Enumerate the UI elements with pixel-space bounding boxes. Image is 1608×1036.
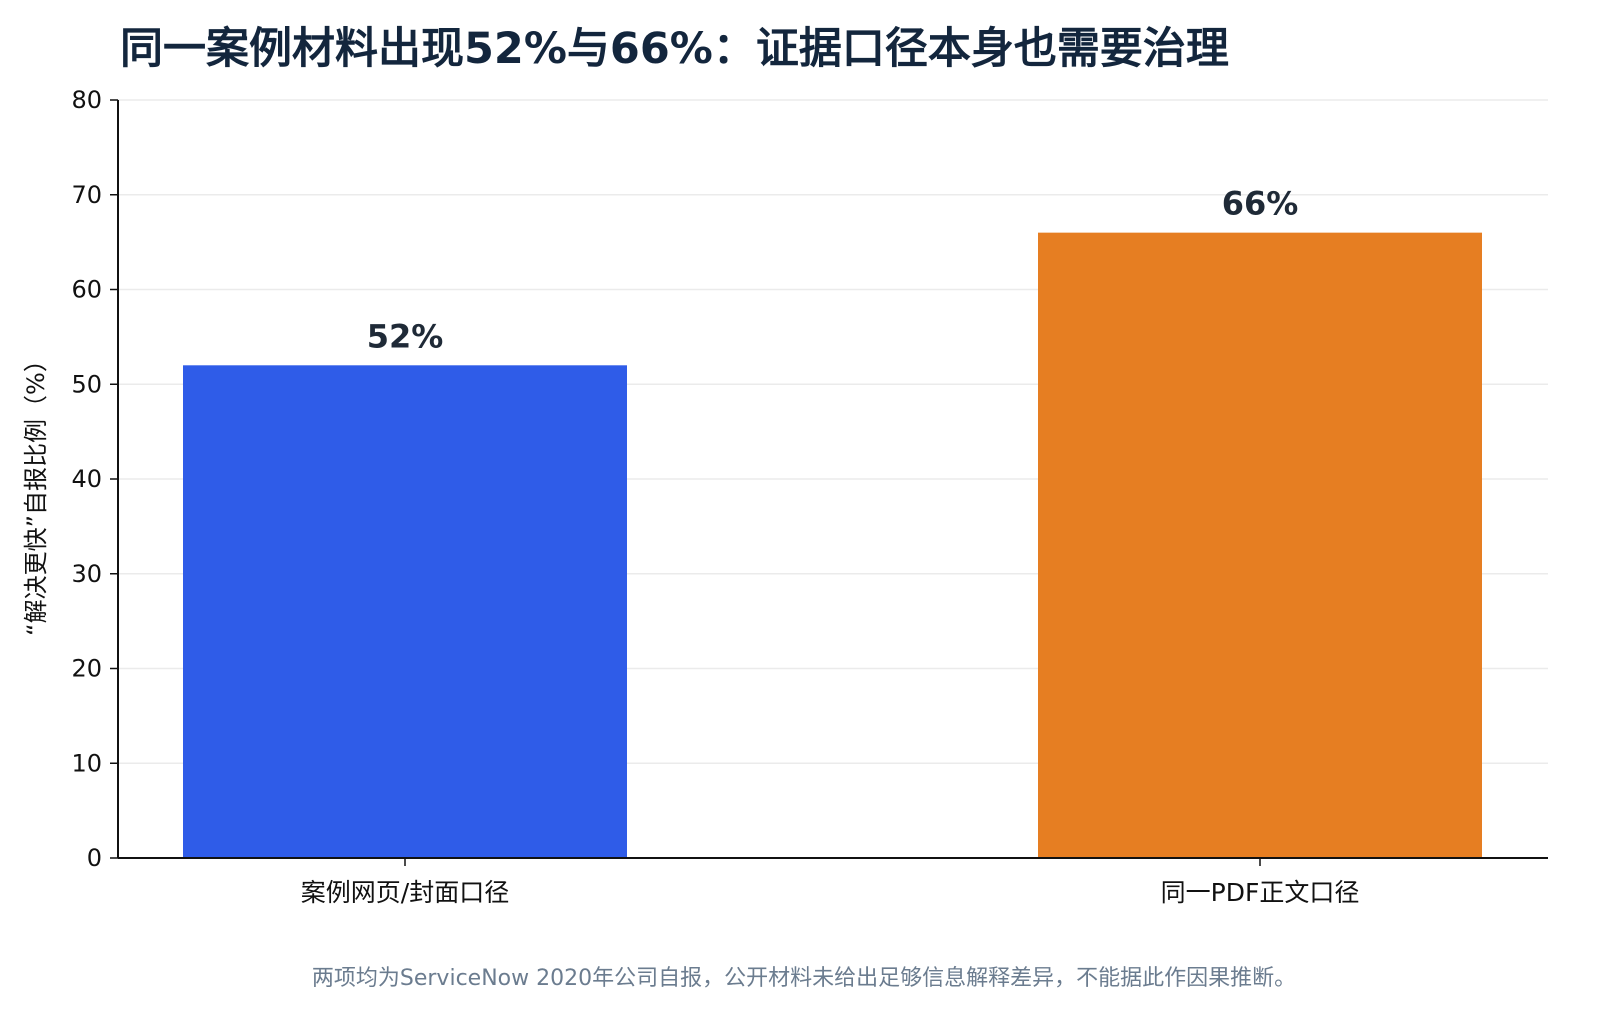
y-tick-label: 40 [71,465,102,493]
bar-chart: 0 10 20 30 40 50 60 70 80 案例网页/封面口径 同一PDF正文口径 52%… [22,86,1548,907]
bar [183,365,627,858]
bar [1038,232,1482,858]
y-tick-label: 60 [71,276,102,304]
y-tick-label: 80 [71,86,102,114]
y-tick-label: 0 [87,844,102,872]
x-tick-label: 同一PDF正文口径 [1161,878,1360,907]
value-labels: 52% 66% [367,185,1299,356]
y-axis-label: “解决更快”自报比例（%） [22,348,50,636]
bar-value-label: 66% [1222,185,1299,223]
y-tick-label: 10 [71,749,102,777]
x-ticks: 案例网页/封面口径 同一PDF正文口径 [301,858,1360,907]
y-tick-label: 50 [71,370,102,398]
footnote: 两项均为ServiceNow 2020年公司自报，公开材料未给出足够信息解释差异… [311,966,1297,991]
bar-value-label: 52% [367,317,444,355]
y-tick-label: 70 [71,181,102,209]
chart-title: 同一案例材料出现52%与66%：证据口径本身也需要治理 [120,24,1229,74]
y-tick-label: 20 [71,655,102,683]
bars [183,232,1482,858]
y-ticks: 0 10 20 30 40 50 60 70 80 [71,86,118,872]
x-tick-label: 案例网页/封面口径 [301,878,509,907]
y-tick-label: 30 [71,560,102,588]
